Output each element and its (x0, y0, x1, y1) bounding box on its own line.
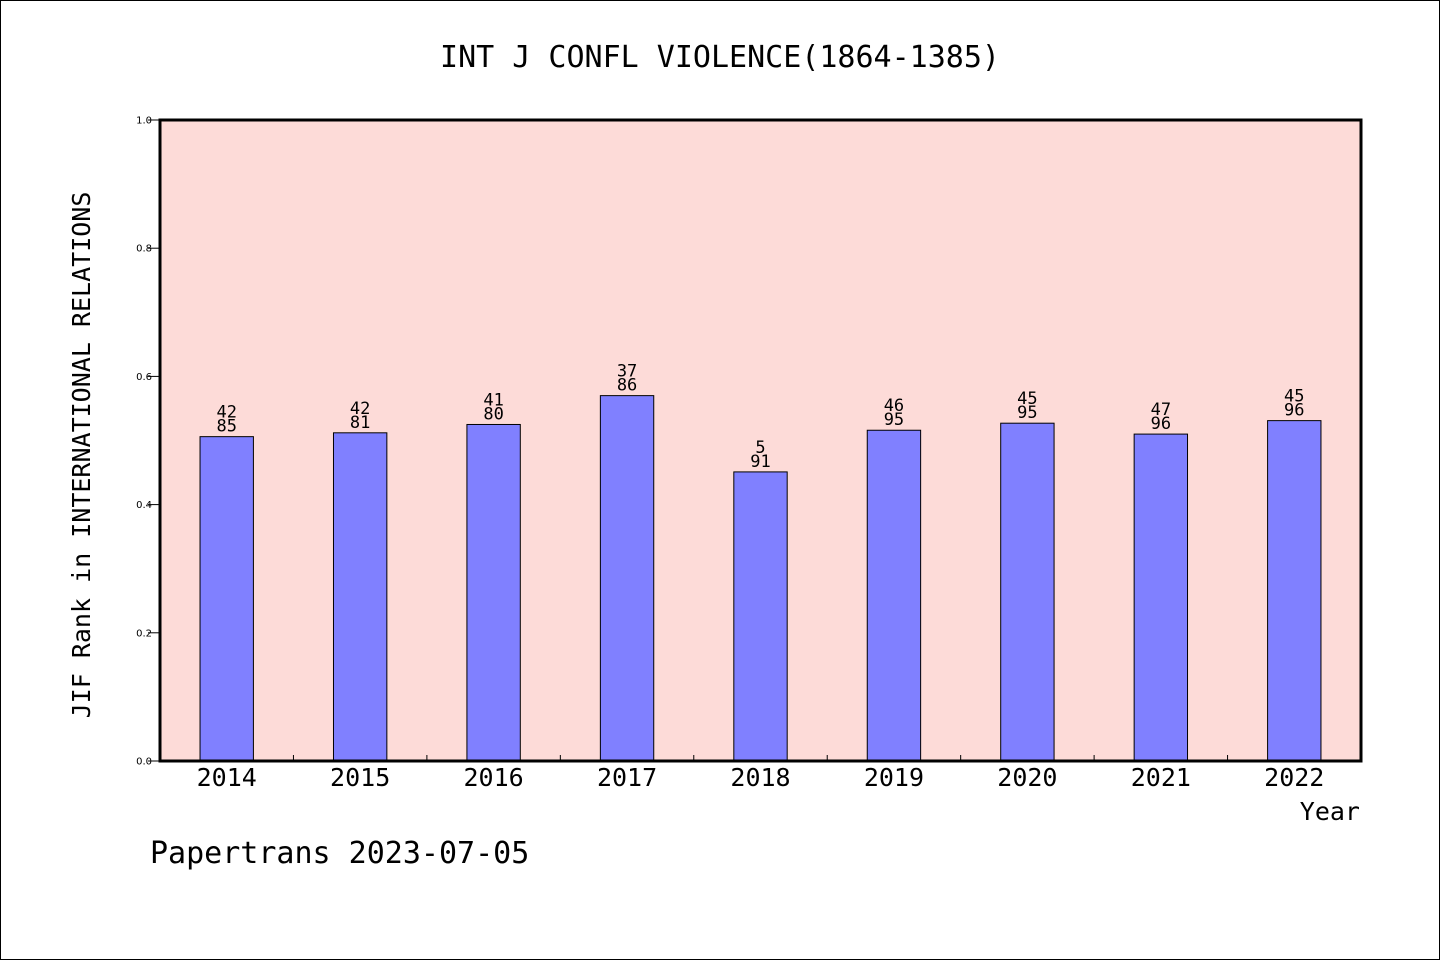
bar-rank-label: 47 (1151, 400, 1171, 420)
y-tick-label: 1.0 (136, 116, 152, 127)
bar-2018 (733, 471, 788, 762)
x-tick-label: 2015 (330, 763, 390, 792)
footer-text: Papertrans 2023-07-05 (150, 836, 529, 871)
bar-rank-label: 42 (350, 399, 370, 419)
bar-rank-label: 41 (483, 390, 503, 410)
y-axis-ticks: 0.0 0.2 0.4 0.6 0.8 1.0 (136, 116, 1229, 768)
bar-2020 (1000, 422, 1055, 762)
x-tick-label: 2022 (1264, 763, 1324, 792)
bar-total-label: 95 (1017, 403, 1037, 423)
x-axis-label: Year (1300, 797, 1360, 826)
bar-2015 (332, 432, 388, 762)
bar-2022 (1267, 420, 1322, 762)
bars (199, 395, 1322, 762)
bar-rank-label: 45 (1284, 387, 1304, 407)
bar-2016 (466, 423, 521, 762)
bar-rank-label: 46 (884, 396, 904, 416)
y-tick-label: 0.8 (136, 244, 152, 255)
bar-rank-label: 42 (216, 403, 236, 423)
y-tick-label: 0.4 (136, 500, 152, 511)
bar-total-label: 81 (350, 413, 370, 433)
x-tick-label: 2021 (1131, 763, 1191, 792)
x-tick-label: 2018 (730, 763, 790, 792)
bar-total-label: 85 (216, 417, 236, 437)
bar-total-label: 86 (617, 376, 637, 396)
bar-2021 (1133, 433, 1189, 762)
x-tick-label: 2014 (197, 763, 257, 792)
bar-rank-label: 37 (617, 362, 637, 382)
bar-2017 (599, 395, 655, 762)
bar-total-label: 96 (1284, 401, 1304, 421)
x-tick-label: 2017 (597, 763, 657, 792)
y-tick-label: 0.2 (136, 628, 152, 639)
x-tick-label: 2019 (864, 763, 924, 792)
bar-2019 (866, 429, 922, 762)
x-tick-label: 2016 (464, 763, 524, 792)
x-axis-tick-labels: 2014 2015 2016 2017 2018 2019 2020 2021 2022 (197, 763, 1325, 792)
bar-total-label: 95 (884, 410, 904, 430)
bar-total-label: 91 (750, 452, 770, 472)
y-tick-label: 0.0 (136, 757, 152, 768)
chart-title: INT J CONFL VIOLENCE(1864-1385) (440, 40, 1000, 75)
y-axis-label: JIF Rank in INTERNATIONAL RELATIONS (67, 192, 96, 719)
bar-total-label: 80 (483, 404, 503, 424)
bar-rank-label: 5 (755, 438, 765, 458)
plot-border (158, 118, 1363, 763)
x-tick-label: 2020 (997, 763, 1057, 792)
bar-rank-label: 45 (1017, 389, 1037, 409)
y-tick-label: 0.6 (136, 372, 152, 383)
bar-total-label: 96 (1151, 414, 1171, 434)
bar-2014 (199, 436, 254, 762)
